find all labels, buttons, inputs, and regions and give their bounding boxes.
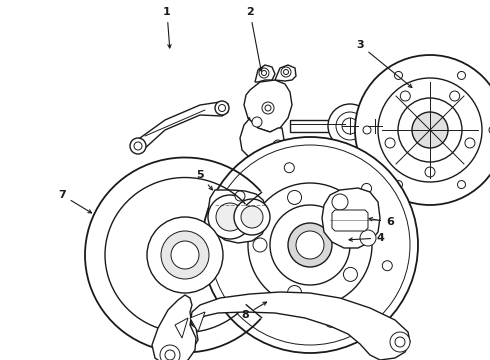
Circle shape [362,184,371,193]
Circle shape [235,191,245,201]
Circle shape [147,217,223,293]
Circle shape [296,231,324,259]
Circle shape [363,126,371,134]
Circle shape [248,297,258,307]
Circle shape [394,181,402,189]
Circle shape [489,126,490,134]
Circle shape [161,231,209,279]
Circle shape [400,91,410,101]
Circle shape [398,98,462,162]
Text: 5: 5 [196,170,213,190]
Polygon shape [133,102,228,152]
Bar [290,120,345,132]
Circle shape [326,317,336,327]
Polygon shape [275,65,296,81]
Circle shape [395,337,405,347]
Circle shape [259,68,269,78]
Circle shape [228,219,238,229]
Circle shape [412,112,448,148]
Circle shape [253,238,267,252]
Circle shape [265,105,271,111]
Circle shape [390,332,410,352]
Circle shape [332,194,348,210]
Text: 6: 6 [369,217,394,227]
Text: 2: 2 [246,7,262,71]
Circle shape [248,183,372,307]
Circle shape [458,181,466,189]
Text: 3: 3 [356,40,412,87]
Circle shape [202,137,418,353]
Circle shape [288,285,301,300]
Polygon shape [322,188,380,248]
Circle shape [284,69,289,75]
Circle shape [270,205,350,285]
Circle shape [382,261,392,271]
Text: 7: 7 [58,190,92,213]
Circle shape [425,167,435,177]
Circle shape [336,112,364,140]
Polygon shape [240,118,284,162]
Circle shape [165,350,175,360]
Circle shape [130,138,146,154]
Circle shape [328,104,372,148]
Circle shape [385,138,395,148]
Circle shape [359,110,391,142]
Polygon shape [175,318,188,338]
Circle shape [219,104,225,112]
Circle shape [215,101,229,115]
Circle shape [365,116,385,136]
Circle shape [360,230,376,246]
Polygon shape [244,80,292,132]
Circle shape [252,117,262,127]
Circle shape [216,203,244,231]
Circle shape [210,145,410,345]
Polygon shape [152,292,410,360]
Circle shape [465,138,475,148]
Circle shape [171,241,199,269]
Polygon shape [208,190,267,243]
Circle shape [450,91,460,101]
Circle shape [134,142,142,150]
Circle shape [355,55,490,205]
Circle shape [343,267,357,282]
Circle shape [262,71,267,76]
Polygon shape [255,65,275,82]
Circle shape [378,78,482,182]
Circle shape [343,208,357,222]
Circle shape [342,118,358,134]
Circle shape [394,71,402,80]
Polygon shape [190,312,205,332]
Circle shape [284,163,294,173]
Text: 4: 4 [349,233,384,243]
Circle shape [458,71,466,80]
Polygon shape [332,210,368,231]
Text: 8: 8 [241,302,267,320]
Circle shape [208,195,252,239]
Circle shape [234,199,270,235]
Circle shape [288,190,301,204]
Circle shape [241,206,263,228]
Polygon shape [165,320,198,352]
Circle shape [370,121,380,131]
Circle shape [281,67,291,77]
Circle shape [273,140,283,150]
Circle shape [160,345,180,360]
Text: 1: 1 [163,7,171,48]
Circle shape [262,102,274,114]
Circle shape [288,223,332,267]
